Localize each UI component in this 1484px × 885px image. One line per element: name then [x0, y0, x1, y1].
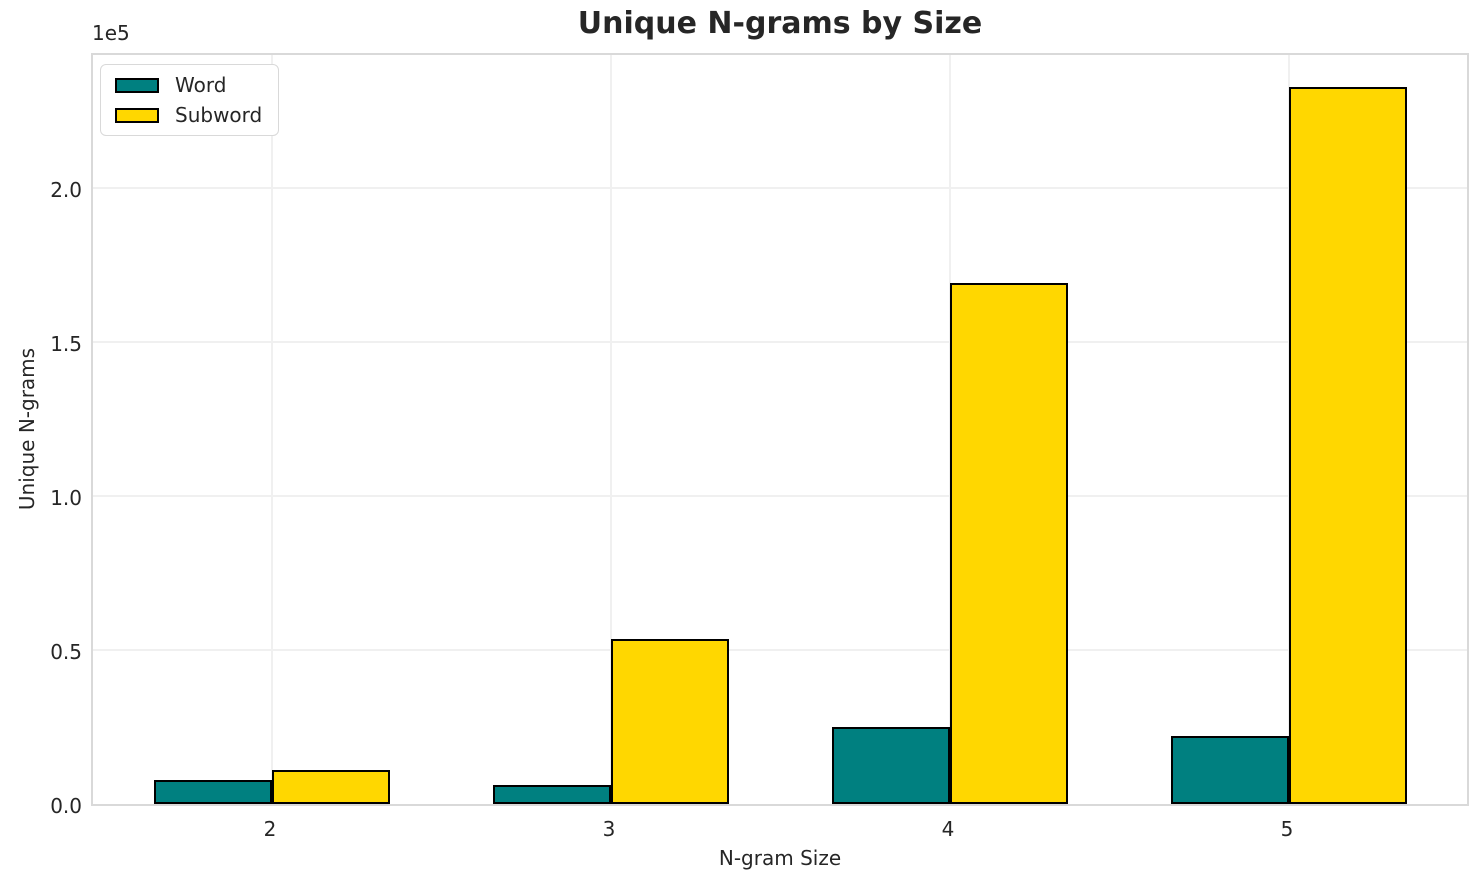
y-tick-label: 1.5 [50, 332, 82, 357]
word-series-swatch [115, 77, 159, 93]
h-gridline [93, 649, 1467, 652]
subword-bar-n2 [272, 770, 390, 804]
h-gridline [93, 187, 1467, 190]
subword-bar-n5 [1289, 87, 1407, 804]
x-axis-label: N-gram Size [718, 846, 842, 870]
v-gridline [271, 55, 273, 804]
subword-bar-n4 [950, 283, 1068, 804]
x-tick-label: 2 [263, 817, 277, 841]
x-tick-label: 5 [1280, 817, 1294, 841]
v-gridline [610, 55, 612, 804]
y-tick-label: 1.0 [50, 486, 82, 511]
y-axis-scale-offset-label: 1e5 [92, 21, 130, 45]
subword-bar-n3 [611, 639, 729, 804]
h-gridline [93, 495, 1467, 498]
legend-item-subword: Subword [115, 103, 262, 127]
legend-label-word: Word [175, 73, 227, 97]
h-gridline [93, 341, 1467, 344]
y-tick-label: 2.0 [50, 178, 82, 203]
y-tick-label: 0.5 [50, 640, 82, 664]
subword-series-swatch [115, 107, 159, 123]
legend: Word Subword [100, 64, 280, 136]
word-bar-n3 [493, 785, 611, 804]
y-tick-label: 0.0 [50, 794, 82, 818]
word-bar-n5 [1171, 736, 1289, 804]
legend-label-subword: Subword [175, 103, 263, 127]
word-bar-n4 [832, 727, 950, 804]
chart-title: Unique N-grams by Size [577, 6, 983, 41]
word-bar-n2 [154, 780, 272, 804]
legend-item-word: Word [115, 73, 262, 97]
plot-area: Word Subword [91, 53, 1469, 806]
x-tick-label: 3 [602, 817, 616, 841]
x-tick-label: 4 [941, 817, 955, 841]
